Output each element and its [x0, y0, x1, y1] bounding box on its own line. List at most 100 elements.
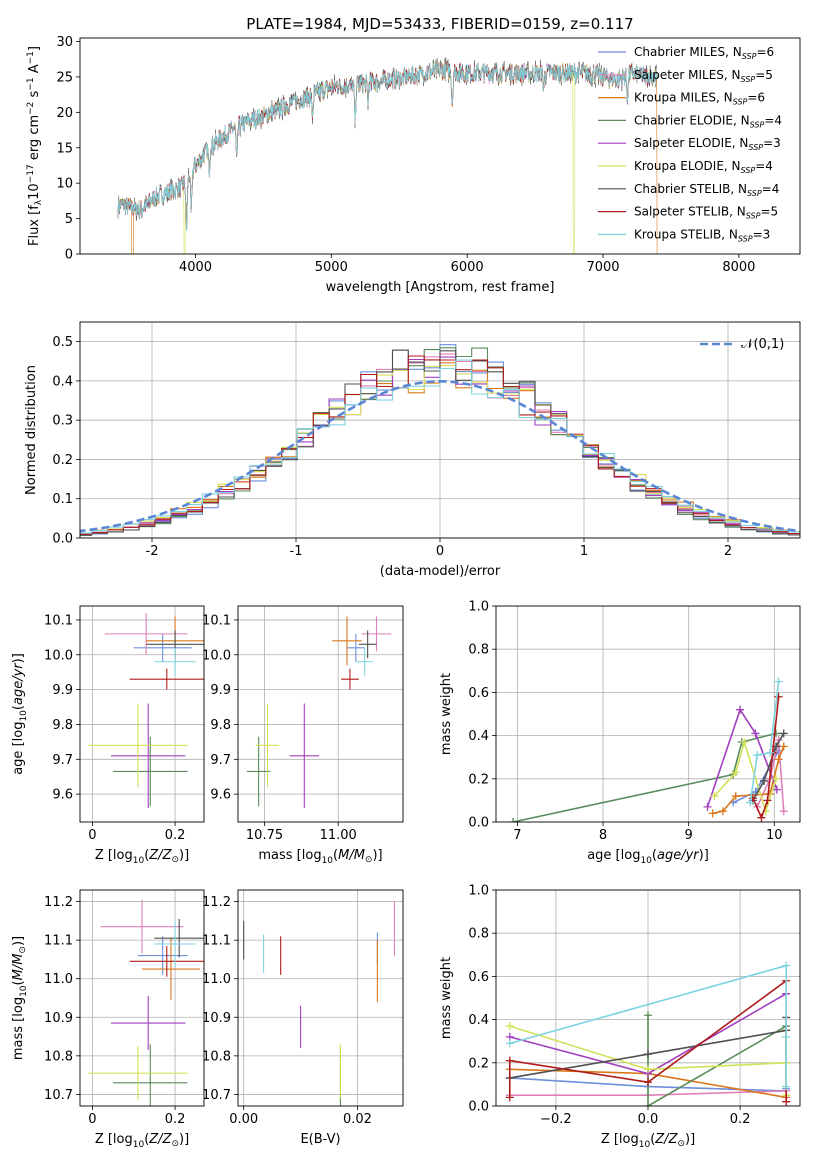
y-tick-label: 1.0 — [468, 884, 489, 899]
y-tick-label: 10.0 — [202, 648, 231, 663]
weight-marker — [505, 1039, 514, 1048]
legend-entry-chabrier-elodie: Chabrier ELODIE, NSSP=4 — [634, 113, 782, 129]
y-tick-label: 10.9 — [202, 1011, 231, 1026]
y-tick-label: 0.2 — [52, 453, 73, 468]
y-axis-label: Flux [fλ10−17 erg cm−2 s−1 A−1] — [26, 46, 44, 246]
legend-text-part: =4 — [762, 182, 780, 196]
x-axis-label: Z [log10(Z/Z⊙)] — [601, 1132, 695, 1150]
label-part: )] — [11, 653, 26, 663]
weight-marker — [751, 729, 760, 738]
label-part: mass weight — [439, 957, 454, 1039]
point-chabrier-stelib — [154, 918, 204, 958]
point-salpeter-elodie — [111, 996, 186, 1051]
label-part: )] — [179, 848, 189, 863]
x-axis-label: Z [log10(Z/Z⊙)] — [95, 848, 189, 866]
label-part: ⊙ — [171, 855, 179, 865]
y-axis-label: mass weight — [439, 673, 454, 755]
x-tick-label: 0 — [436, 544, 444, 559]
x-tick-label: 9 — [685, 828, 693, 843]
legend-text-part: Salpeter STELIB, N — [634, 205, 746, 219]
weight-line — [706, 707, 778, 808]
legend-text-part: Kroupa STELIB, N — [634, 227, 738, 241]
x-tick-label: 8000 — [722, 260, 755, 275]
x-tick-label: 0.2 — [165, 828, 186, 843]
x-tick-label: −0.2 — [540, 1112, 572, 1127]
y-tick-label: 0.2 — [468, 772, 489, 787]
weight-vs-Z-plot-area — [496, 890, 800, 1106]
weight-marker — [782, 961, 791, 970]
weight-marker — [505, 1056, 514, 1065]
figure-title: PLATE=1984, MJD=53433, FIBERID=0159, z=0… — [246, 15, 633, 33]
residuals-plot-area — [80, 322, 800, 538]
legend-text-part: =6 — [747, 91, 765, 105]
label-part: ( — [650, 1132, 655, 1147]
label-part: ( — [11, 980, 26, 985]
y-tick-label: 0.0 — [52, 532, 73, 547]
label-part: wavelength [Angstrom, rest frame] — [326, 280, 555, 295]
weight-marker — [779, 807, 788, 816]
label-part: age [log — [11, 722, 26, 775]
weight-line — [752, 732, 785, 801]
label-part: A — [27, 64, 42, 77]
mass-vs-Z-frame — [79, 889, 205, 1107]
point-chabrier-elodie — [246, 736, 271, 807]
label-part: ⊙ — [18, 946, 28, 954]
y-tick-label: 0 — [65, 248, 73, 263]
label-part: M/M — [338, 848, 365, 863]
weight-marker — [772, 774, 781, 783]
label-part: ( — [652, 848, 657, 863]
label-part: 10 — [322, 856, 334, 866]
x-tick-label: 4000 — [179, 260, 212, 275]
legend-text-part: =3 — [753, 227, 771, 241]
label-part: 10 — [639, 1140, 651, 1150]
legend-text-part: =4 — [764, 113, 782, 127]
mass-vs-Z-plot-area — [80, 890, 204, 1106]
point-chabrier-stelib — [358, 630, 377, 659]
x-tick-label: 0.02 — [343, 1112, 372, 1127]
x-axis-label: age [log10(age/yr)] — [587, 848, 709, 866]
point-salpeter-miles — [104, 612, 188, 655]
weight-marker — [779, 729, 788, 738]
y-tick-label: 0.8 — [468, 927, 489, 942]
point-chabrier-miles — [133, 633, 192, 662]
legend-text-part: Salpeter ELODIE, N — [634, 136, 748, 150]
label-part: ( — [333, 848, 338, 863]
weight-marker — [710, 792, 719, 801]
point-kroupa-miles — [332, 616, 362, 666]
weight-marker — [509, 818, 518, 822]
x-tick-label: 0.2 — [730, 1112, 751, 1127]
y-tick-label: 0.1 — [52, 492, 73, 507]
legend-entry-normal: 𝒩(0,1) — [741, 337, 784, 352]
weight-marker — [753, 751, 762, 760]
x-tick-label: 8 — [599, 828, 607, 843]
point-kroupa-miles — [142, 938, 200, 1000]
x-tick-label: 0 — [88, 828, 96, 843]
weight-line — [509, 964, 787, 1087]
weight-marker — [708, 809, 717, 818]
label-part: 10 — [133, 856, 145, 866]
legend-text-part: SSP — [747, 189, 762, 198]
weight-marker — [505, 1093, 514, 1102]
weight-marker — [782, 1032, 791, 1041]
weight-line — [756, 739, 785, 812]
y-tick-label: 10.1 — [202, 613, 231, 628]
point-chabrier-elodie — [113, 1044, 188, 1106]
y-tick-label: 10.8 — [202, 1049, 231, 1064]
legend-text-part: Kroupa MILES, N — [634, 91, 733, 105]
label-part: mass [log — [258, 848, 321, 863]
y-tick-label: 0.6 — [468, 686, 489, 701]
y-tick-label: 0.4 — [468, 1013, 489, 1028]
legend-text-part: SSP — [750, 120, 765, 129]
point-kroupa-elodie — [88, 1046, 188, 1101]
y-tick-label: 10.7 — [202, 1088, 231, 1103]
y-tick-label: 10.0 — [44, 648, 73, 663]
x-tick-label: 11.00 — [320, 828, 357, 843]
weight-marker — [746, 798, 755, 807]
x-tick-label: 5000 — [315, 260, 348, 275]
x-tick-label: 0.0 — [638, 1112, 659, 1127]
series-salpeter-elodie — [703, 705, 781, 811]
mass-vs-Z-panel: 0 0.210.710.810.911.011.111.2Z [log10(Z/Z… — [11, 889, 205, 1150]
x-tick-label: 1 — [580, 544, 588, 559]
weight-marker — [774, 677, 783, 686]
